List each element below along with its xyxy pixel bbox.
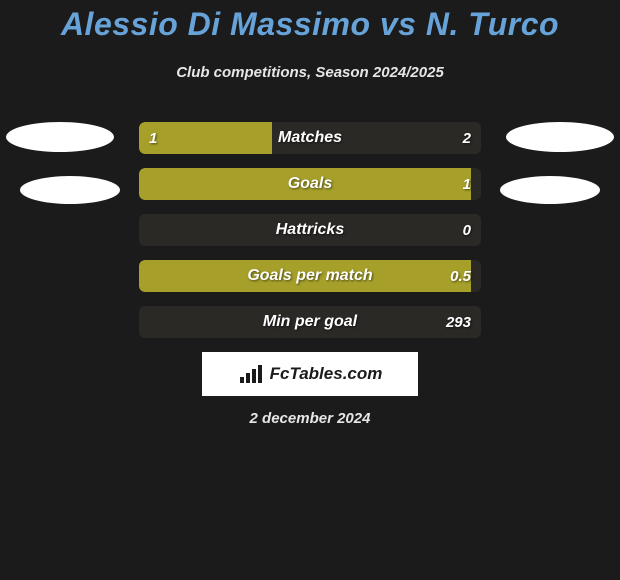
stat-label: Goals per match [139, 260, 481, 292]
stat-label: Hattricks [139, 214, 481, 246]
brand-badge: FcTables.com [202, 352, 418, 396]
stat-value-left: 1 [149, 122, 157, 154]
date-text: 2 december 2024 [0, 410, 620, 427]
stat-value-right: 1 [463, 168, 471, 200]
stat-label: Goals [139, 168, 481, 200]
stat-value-right: 0.5 [450, 260, 471, 292]
bar-chart-icon [238, 363, 264, 385]
stat-value-right: 0 [463, 214, 471, 246]
player-left-oval-bottom [20, 176, 120, 204]
stat-label: Min per goal [139, 306, 481, 338]
page-title: Alessio Di Massimo vs N. Turco [0, 6, 620, 43]
stat-row: Hattricks0 [139, 214, 481, 246]
stat-row: Goals1 [139, 168, 481, 200]
stat-value-right: 2 [463, 122, 471, 154]
subtitle: Club competitions, Season 2024/2025 [0, 64, 620, 81]
player-right-oval-bottom [500, 176, 600, 204]
brand-text: FcTables.com [270, 364, 383, 384]
stat-label: Matches [139, 122, 481, 154]
stat-row: Min per goal293 [139, 306, 481, 338]
stat-row: Matches1 2 [139, 122, 481, 154]
stat-value-right: 293 [446, 306, 471, 338]
stat-row: Goals per match0.5 [139, 260, 481, 292]
player-left-oval-top [6, 122, 114, 152]
player-right-oval-top [506, 122, 614, 152]
